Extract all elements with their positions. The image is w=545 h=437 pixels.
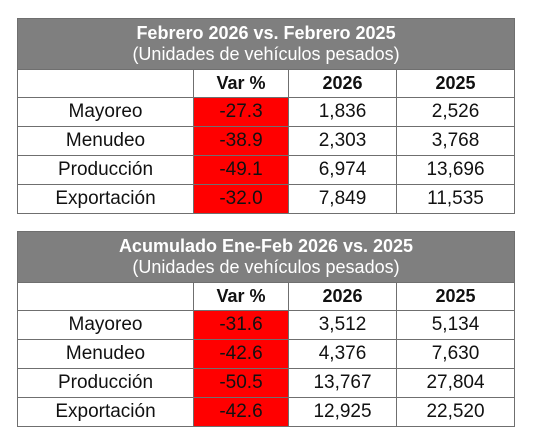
var-percent-cell: -42.6 [193, 397, 289, 427]
column-header-row: Var % 2026 2025 [17, 69, 516, 98]
value-2025-cell: 2,526 [395, 97, 516, 127]
table-row: Exportación -32.0 7,849 11,535 [17, 184, 516, 214]
table-subtitle: (Unidades de vehículos pesados) [132, 44, 400, 64]
var-percent-cell: -27.3 [193, 97, 289, 127]
table-title: Febrero 2026 vs. Febrero 2025 [136, 23, 396, 43]
table-subtitle: (Unidades de vehículos pesados) [132, 257, 400, 277]
row-label: Producción [17, 368, 194, 398]
monthly-comparison-table: Febrero 2026 vs. Febrero 2025 (Unidades … [16, 18, 516, 214]
column-header-2025: 2025 [395, 69, 516, 98]
row-label: Producción [17, 155, 194, 185]
var-percent-cell: -32.0 [193, 184, 289, 214]
var-percent-cell: -31.6 [193, 310, 289, 340]
table-row: Mayoreo -31.6 3,512 5,134 [17, 310, 516, 340]
var-percent-cell: -50.5 [193, 368, 289, 398]
value-2026-cell: 4,376 [288, 339, 397, 369]
value-2025-cell: 27,804 [395, 368, 516, 398]
value-2025-cell: 13,696 [395, 155, 516, 185]
row-label: Menudeo [17, 339, 194, 369]
row-label: Menudeo [17, 126, 194, 156]
table-title-cell: Acumulado Ene-Feb 2026 vs. 2025 (Unidade… [16, 231, 516, 283]
row-label: Exportación [17, 184, 194, 214]
table-row: Producción -50.5 13,767 27,804 [17, 368, 516, 398]
table-row: Producción -49.1 6,974 13,696 [17, 155, 516, 185]
column-header-blank [17, 69, 194, 98]
var-percent-cell: -49.1 [193, 155, 289, 185]
value-2026-cell: 13,767 [288, 368, 397, 398]
column-header-2025: 2025 [395, 282, 516, 311]
value-2026-cell: 1,836 [288, 97, 397, 127]
column-header-var: Var % [193, 69, 289, 98]
value-2025-cell: 3,768 [395, 126, 516, 156]
table-title: Acumulado Ene-Feb 2026 vs. 2025 [118, 236, 414, 256]
value-2026-cell: 3,512 [288, 310, 397, 340]
column-header-2026: 2026 [288, 69, 397, 98]
value-2025-cell: 11,535 [395, 184, 516, 214]
var-percent-cell: -42.6 [193, 339, 289, 369]
var-percent-cell: -38.9 [193, 126, 289, 156]
row-label: Mayoreo [17, 97, 194, 127]
table-row: Exportación -42.6 12,925 22,520 [17, 397, 516, 427]
column-header-row: Var % 2026 2025 [17, 282, 516, 311]
value-2025-cell: 22,520 [395, 397, 516, 427]
table-row: Mayoreo -27.3 1,836 2,526 [17, 97, 516, 127]
table-header-row: Febrero 2026 vs. Febrero 2025 (Unidades … [16, 18, 516, 70]
value-2026-cell: 6,974 [288, 155, 397, 185]
column-header-var: Var % [193, 282, 289, 311]
row-label: Mayoreo [17, 310, 194, 340]
column-header-blank [17, 282, 194, 311]
value-2026-cell: 2,303 [288, 126, 397, 156]
cumulative-comparison-table: Acumulado Ene-Feb 2026 vs. 2025 (Unidade… [16, 231, 516, 427]
table-header-row: Acumulado Ene-Feb 2026 vs. 2025 (Unidade… [16, 231, 516, 283]
table-title-cell: Febrero 2026 vs. Febrero 2025 (Unidades … [16, 18, 516, 70]
value-2025-cell: 7,630 [395, 339, 516, 369]
column-header-2026: 2026 [288, 282, 397, 311]
table-row: Menudeo -38.9 2,303 3,768 [17, 126, 516, 156]
value-2026-cell: 7,849 [288, 184, 397, 214]
table-row: Menudeo -42.6 4,376 7,630 [17, 339, 516, 369]
value-2026-cell: 12,925 [288, 397, 397, 427]
value-2025-cell: 5,134 [395, 310, 516, 340]
row-label: Exportación [17, 397, 194, 427]
